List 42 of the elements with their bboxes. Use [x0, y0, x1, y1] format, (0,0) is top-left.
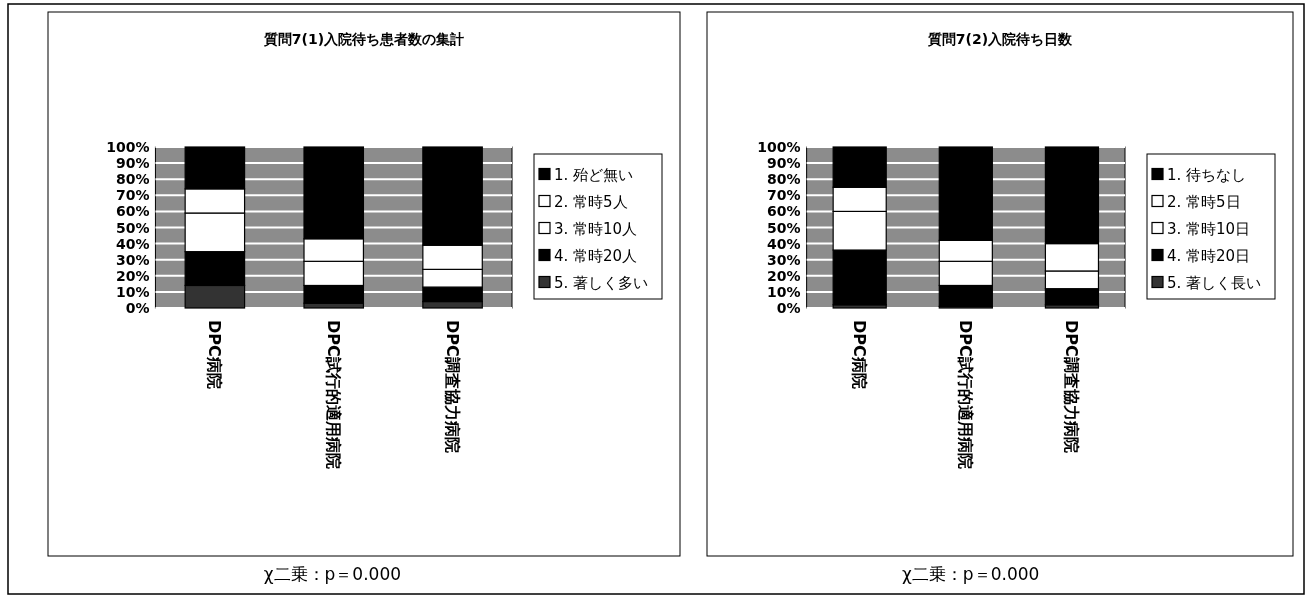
x-tick-label: DPC試行的適用病院: [324, 320, 344, 469]
y-tick-label: 40%: [115, 235, 150, 252]
text: χ二乗：p＝0.000: [263, 564, 402, 584]
y-tick-label: 20%: [767, 267, 801, 284]
y-tick-label: 30%: [115, 251, 150, 268]
y-tick-label: 0%: [125, 300, 150, 316]
x-tick-label: DPC試行的適用病院: [956, 320, 976, 469]
y-tick-label: 40%: [767, 235, 801, 252]
chart-title: 質問7(1)入院待ち患者数の集計: [262, 31, 465, 47]
y-tick-label: 50%: [767, 219, 801, 236]
y-tick-label: 90%: [115, 155, 150, 172]
y-tick-label: 60%: [115, 203, 150, 220]
y-tick-label: 0%: [776, 300, 801, 316]
y-tick-label: 60%: [767, 203, 801, 220]
legend-label: 5. 著しく多い: [554, 273, 649, 292]
legend-label: 2. 常時5日: [1167, 192, 1241, 211]
y-tick-label: 70%: [767, 187, 801, 204]
legend-label: 3. 常時10日: [1167, 219, 1251, 238]
x-tick-label: DPC病院: [205, 320, 225, 389]
y-tick-label: 10%: [767, 283, 801, 300]
y-tick-label: 50%: [115, 219, 150, 236]
legend-label: 4. 常時20人: [554, 246, 638, 265]
y-tick-label: 80%: [115, 171, 150, 188]
legend-label: 3. 常時10人: [554, 219, 638, 238]
y-tick-label: 20%: [115, 267, 150, 284]
legend-label: 1. 殆ど無い: [554, 165, 634, 184]
y-tick-label: 30%: [767, 251, 801, 268]
legend-label: 5. 著しく長い: [1167, 273, 1262, 292]
x-tick-label: DPC病院: [850, 320, 870, 389]
text: χ二乗：p＝0.000: [902, 564, 1040, 584]
y-tick-label: 100%: [106, 139, 150, 155]
x-tick-label: DPC調査協力病院: [1062, 320, 1082, 453]
y-tick-label: 80%: [767, 171, 801, 188]
y-tick-label: 10%: [115, 283, 150, 300]
y-tick-label: 100%: [757, 139, 801, 155]
legend-label: 1. 待ちなし: [1167, 165, 1247, 184]
legend-label: 4. 常時20日: [1167, 246, 1251, 265]
y-tick-label: 70%: [115, 187, 150, 204]
legend-label: 2. 常時5人: [554, 192, 628, 211]
chart-title: 質問7(2)入院待ち日数: [926, 31, 1074, 47]
x-tick-label: DPC調査協力病院: [443, 320, 463, 453]
y-tick-label: 90%: [767, 155, 801, 172]
